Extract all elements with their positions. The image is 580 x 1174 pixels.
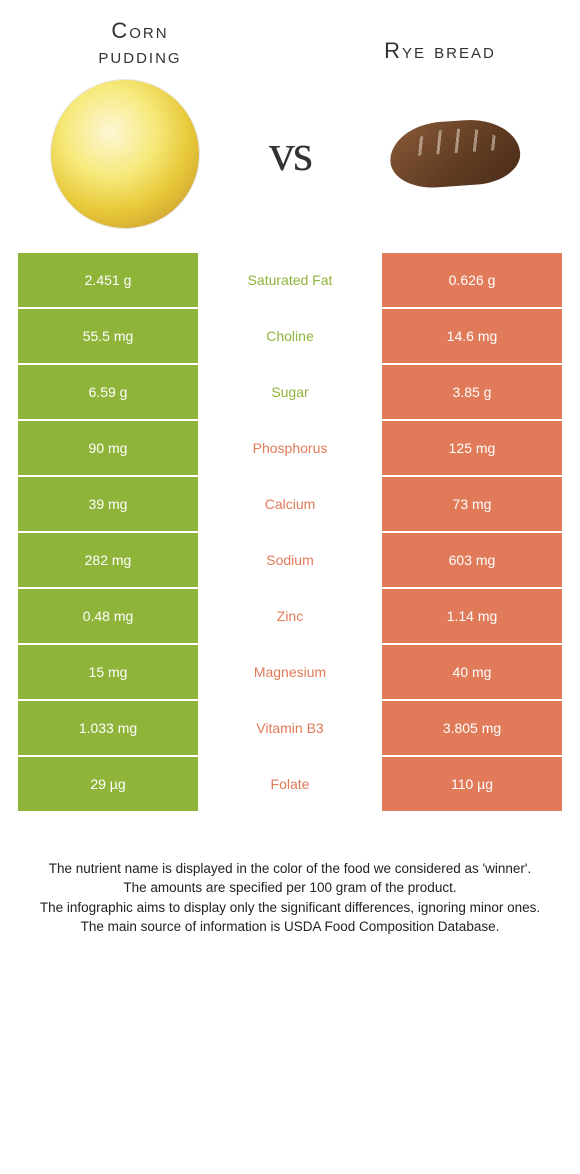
value-left: 55.5 mg: [18, 309, 198, 363]
value-right: 110 µg: [382, 757, 562, 811]
value-right: 3.85 g: [382, 365, 562, 419]
food-title-left-line1: Corn: [111, 18, 168, 43]
food-title-left: Corn pudding: [40, 18, 240, 69]
footer-line-4: The main source of information is USDA F…: [26, 917, 554, 937]
nutrient-label: Magnesium: [198, 645, 382, 699]
table-row: 15 mgMagnesium40 mg: [18, 645, 562, 699]
table-row: 55.5 mgCholine14.6 mg: [18, 309, 562, 363]
table-row: 282 mgSodium603 mg: [18, 533, 562, 587]
food-title-left-line2: pudding: [98, 43, 181, 68]
vs-label: vs: [269, 124, 311, 183]
nutrient-label: Choline: [198, 309, 382, 363]
value-left: 15 mg: [18, 645, 198, 699]
value-right: 0.626 g: [382, 253, 562, 307]
food-image-right: [380, 79, 530, 229]
value-left: 39 mg: [18, 477, 198, 531]
value-left: 90 mg: [18, 421, 198, 475]
table-row: 6.59 gSugar3.85 g: [18, 365, 562, 419]
value-left: 6.59 g: [18, 365, 198, 419]
footer-line-2: The amounts are specified per 100 gram o…: [26, 878, 554, 898]
food-title-right: Rye bread: [340, 18, 540, 63]
images-row: vs: [0, 69, 580, 247]
value-left: 1.033 mg: [18, 701, 198, 755]
value-right: 3.805 mg: [382, 701, 562, 755]
value-right: 73 mg: [382, 477, 562, 531]
footer-line-3: The infographic aims to display only the…: [26, 898, 554, 918]
value-right: 1.14 mg: [382, 589, 562, 643]
value-left: 29 µg: [18, 757, 198, 811]
nutrient-label: Zinc: [198, 589, 382, 643]
nutrient-label: Calcium: [198, 477, 382, 531]
table-row: 90 mgPhosphorus125 mg: [18, 421, 562, 475]
nutrient-label: Folate: [198, 757, 382, 811]
value-right: 125 mg: [382, 421, 562, 475]
nutrient-label: Sodium: [198, 533, 382, 587]
food-image-left: [50, 79, 200, 229]
value-left: 0.48 mg: [18, 589, 198, 643]
footer-line-1: The nutrient name is displayed in the co…: [26, 859, 554, 879]
nutrient-label: Sugar: [198, 365, 382, 419]
table-row: 39 mgCalcium73 mg: [18, 477, 562, 531]
value-right: 14.6 mg: [382, 309, 562, 363]
nutrient-label: Vitamin B3: [198, 701, 382, 755]
table-row: 29 µgFolate110 µg: [18, 757, 562, 811]
value-left: 282 mg: [18, 533, 198, 587]
nutrient-label: Saturated Fat: [198, 253, 382, 307]
table-row: 0.48 mgZinc1.14 mg: [18, 589, 562, 643]
footer-notes: The nutrient name is displayed in the co…: [0, 813, 580, 937]
bread-icon: [388, 117, 522, 191]
comparison-table: 2.451 gSaturated Fat0.626 g55.5 mgCholin…: [0, 247, 580, 811]
table-row: 2.451 gSaturated Fat0.626 g: [18, 253, 562, 307]
nutrient-label: Phosphorus: [198, 421, 382, 475]
table-row: 1.033 mgVitamin B33.805 mg: [18, 701, 562, 755]
header: Corn pudding Rye bread: [0, 0, 580, 69]
value-right: 40 mg: [382, 645, 562, 699]
value-right: 603 mg: [382, 533, 562, 587]
value-left: 2.451 g: [18, 253, 198, 307]
